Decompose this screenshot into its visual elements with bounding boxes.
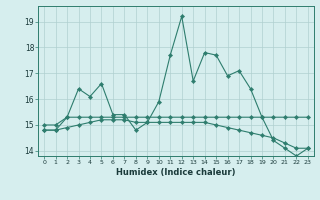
X-axis label: Humidex (Indice chaleur): Humidex (Indice chaleur) [116,168,236,177]
